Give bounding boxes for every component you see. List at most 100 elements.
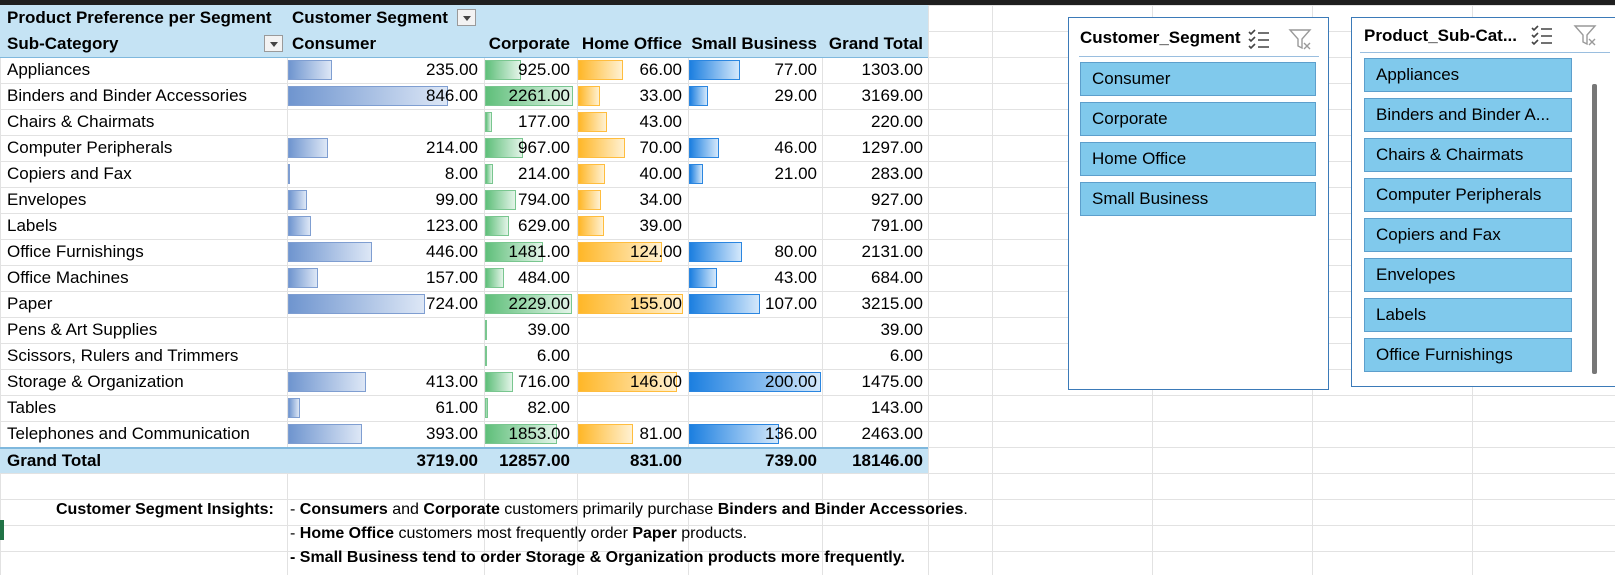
cell-grand-total[interactable]: 927.00 [871, 190, 923, 209]
cell-grand-total[interactable]: 2131.00 [861, 242, 923, 261]
slicer-item[interactable]: Corporate [1080, 102, 1316, 136]
cell-small[interactable]: 29.00 [774, 86, 817, 105]
cell-small[interactable]: 77.00 [774, 60, 817, 79]
cell-consumer[interactable]: 235.00 [426, 60, 478, 79]
slicer-item[interactable]: Labels [1364, 298, 1572, 332]
slicer-item[interactable]: Home Office [1080, 142, 1316, 176]
slicer-item[interactable]: Computer Peripherals [1364, 178, 1572, 212]
row-label[interactable]: Appliances [7, 60, 91, 79]
table-row[interactable]: Appliances 235.00 925.00 66.00 77.00 1303.00 [0, 57, 928, 83]
row-label[interactable]: Office Machines [7, 268, 129, 287]
table-row[interactable]: Envelopes 99.00 794.00 34.00 927.00 [0, 187, 928, 213]
table-row[interactable]: Office Furnishings 446.00 1481.00 124.00 80.… [0, 239, 928, 265]
cell-small[interactable] [688, 109, 817, 135]
cell-corporate[interactable]: 629.00 [518, 216, 570, 235]
cell-corporate[interactable]: 1481.00 [508, 242, 570, 261]
cell-small[interactable]: 46.00 [774, 138, 817, 157]
cell-home[interactable] [577, 343, 682, 369]
cell-grand-total[interactable]: 3215.00 [861, 294, 923, 313]
table-row[interactable]: Copiers and Fax 8.00 214.00 40.00 21.00 283.0… [0, 161, 928, 187]
row-label[interactable]: Storage & Organization [7, 372, 184, 391]
row-label[interactable]: Computer Peripherals [7, 138, 173, 157]
grand-total-grand-total[interactable]: 18146.00 [852, 451, 923, 470]
cell-consumer[interactable]: 61.00 [435, 398, 478, 417]
cell-corporate[interactable]: 6.00 [536, 346, 570, 365]
cell-consumer[interactable]: 393.00 [426, 424, 478, 443]
slicer-scrollbar[interactable] [1592, 84, 1597, 374]
cell-small[interactable]: 107.00 [765, 294, 817, 313]
column-header-home-office[interactable]: Home Office [581, 34, 682, 53]
cell-home[interactable]: 70.00 [639, 138, 682, 157]
cell-consumer[interactable]: 413.00 [426, 372, 478, 391]
slicer-item[interactable]: Small Business [1080, 182, 1316, 216]
cell-corporate[interactable]: 214.00 [518, 164, 570, 183]
cell-consumer[interactable]: 724.00 [426, 294, 478, 313]
cell-home[interactable]: 39.00 [639, 216, 682, 235]
row-label[interactable]: Office Furnishings [7, 242, 144, 261]
cell-consumer[interactable]: 99.00 [435, 190, 478, 209]
table-row[interactable]: Pens & Art Supplies 39.00 39.00 [0, 317, 928, 343]
row-label[interactable]: Telephones and Communication [7, 424, 250, 443]
slicer-item[interactable]: Copiers and Fax [1364, 218, 1572, 252]
cell-grand-total[interactable]: 283.00 [871, 164, 923, 183]
cell-corporate[interactable]: 925.00 [518, 60, 570, 79]
cell-corporate[interactable]: 82.00 [527, 398, 570, 417]
row-label[interactable]: Scissors, Rulers and Trimmers [7, 346, 239, 365]
cell-grand-total[interactable]: 39.00 [880, 320, 923, 339]
cell-consumer[interactable] [287, 109, 478, 135]
cell-consumer[interactable] [287, 317, 478, 343]
table-row[interactable]: Scissors, Rulers and Trimmers 6.00 6.00 [0, 343, 928, 369]
row-label[interactable]: Envelopes [7, 190, 87, 209]
grand-total-small-business[interactable]: 739.00 [765, 451, 817, 470]
cell-home[interactable]: 146.00 [630, 372, 682, 391]
cell-grand-total[interactable]: 1475.00 [861, 372, 923, 391]
row-label[interactable]: Binders and Binder Accessories [7, 86, 248, 105]
cell-home[interactable] [577, 265, 682, 291]
table-row[interactable]: Labels 123.00 629.00 39.00 791.00 [0, 213, 928, 239]
cell-grand-total[interactable]: 3169.00 [861, 86, 923, 105]
cell-grand-total[interactable]: 791.00 [871, 216, 923, 235]
slicer-item[interactable]: Appliances [1364, 58, 1572, 92]
cell-corporate[interactable]: 39.00 [527, 320, 570, 339]
cell-consumer[interactable]: 846.00 [426, 86, 478, 105]
cell-corporate[interactable]: 2229.00 [508, 294, 570, 313]
cell-home[interactable]: 81.00 [639, 424, 682, 443]
table-row[interactable]: Tables 61.00 82.00 143.00 [0, 395, 928, 421]
table-row[interactable]: Telephones and Communication 393.00 1853.0… [0, 421, 928, 447]
insight-line-2[interactable]: - Home Office customers most frequently … [290, 522, 747, 546]
table-row[interactable]: Computer Peripherals 214.00 967.00 70.00 46.… [0, 135, 928, 161]
cell-small[interactable] [688, 187, 817, 213]
cell-small[interactable] [688, 213, 817, 239]
cell-consumer[interactable]: 123.00 [426, 216, 478, 235]
row-label[interactable]: Copiers and Fax [7, 164, 132, 183]
row-filter-dropdown[interactable] [264, 35, 283, 52]
grand-total-row[interactable]: Grand Total 3719.00 12857.00 831.00 739.… [0, 447, 928, 473]
column-header-consumer[interactable]: Consumer [292, 34, 377, 53]
insight-line-3[interactable]: - Small Business tend to order Storage &… [290, 549, 905, 566]
cell-small[interactable]: 200.00 [765, 372, 817, 391]
cell-corporate[interactable]: 177.00 [518, 112, 570, 131]
row-label[interactable]: Labels [7, 216, 58, 235]
multi-select-icon[interactable] [1246, 26, 1272, 52]
multi-select-icon[interactable] [1529, 22, 1555, 48]
column-header-grand-total[interactable]: Grand Total [828, 34, 923, 53]
cell-home[interactable]: 155.00 [630, 294, 682, 313]
slicer-item[interactable]: Binders and Binder A... [1364, 98, 1572, 132]
cell-small[interactable] [688, 317, 817, 343]
row-label[interactable]: Pens & Art Supplies [7, 320, 158, 339]
cell-grand-total[interactable]: 1297.00 [861, 138, 923, 157]
cell-small[interactable]: 136.00 [765, 424, 817, 443]
table-row[interactable]: Storage & Organization 413.00 716.00 146.00… [0, 369, 928, 395]
cell-consumer[interactable]: 446.00 [426, 242, 478, 261]
cell-corporate[interactable]: 967.00 [518, 138, 570, 157]
table-row[interactable]: Office Machines 157.00 484.00 43.00 684.00 [0, 265, 928, 291]
cell-small[interactable]: 43.00 [774, 268, 817, 287]
cell-home[interactable]: 40.00 [639, 164, 682, 183]
cell-grand-total[interactable]: 6.00 [889, 346, 923, 365]
slicer-product-sub-category[interactable]: Product_Sub-Cat... Appliances Binders and… [1351, 17, 1615, 387]
cell-home[interactable]: 34.00 [639, 190, 682, 209]
cell-corporate[interactable]: 794.00 [518, 190, 570, 209]
row-field-label[interactable]: Sub-Category [7, 34, 119, 53]
slicer-item[interactable]: Consumer [1080, 62, 1316, 96]
